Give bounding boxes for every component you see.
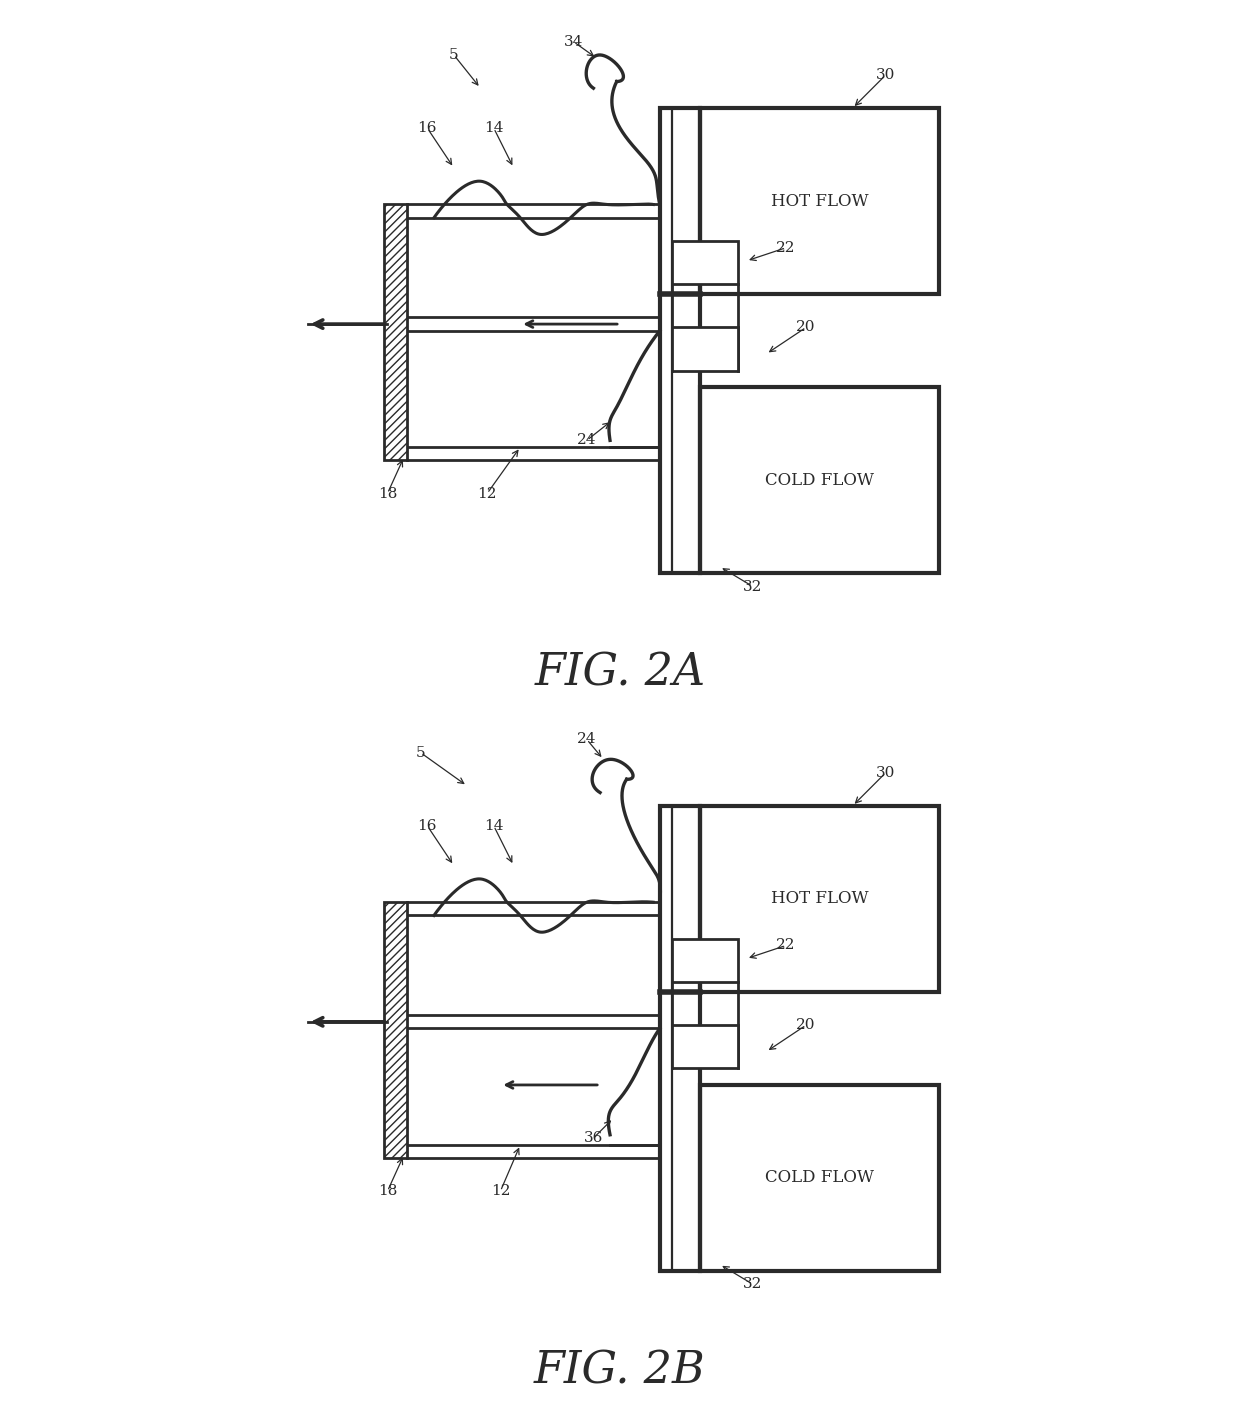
- Text: 22: 22: [776, 938, 796, 952]
- Text: 12: 12: [477, 487, 497, 501]
- Text: 5: 5: [415, 746, 425, 759]
- Text: COLD FLOW: COLD FLOW: [765, 1169, 874, 1186]
- Text: 24: 24: [577, 433, 596, 447]
- Text: 16: 16: [418, 121, 436, 135]
- Bar: [672, 241, 738, 284]
- Text: 34: 34: [564, 34, 583, 48]
- Text: HOT FLOW: HOT FLOW: [770, 890, 868, 907]
- Text: 36: 36: [584, 1131, 603, 1145]
- Bar: [672, 939, 738, 982]
- Text: HOT FLOW: HOT FLOW: [770, 193, 868, 210]
- Bar: [384, 204, 408, 460]
- Bar: [672, 328, 738, 370]
- Text: 20: 20: [796, 1019, 816, 1032]
- Bar: [699, 387, 939, 573]
- Text: 16: 16: [418, 819, 436, 833]
- Text: 24: 24: [577, 732, 596, 746]
- Text: COLD FLOW: COLD FLOW: [765, 471, 874, 488]
- Text: FIG. 2B: FIG. 2B: [534, 1349, 706, 1392]
- Text: 14: 14: [484, 121, 503, 135]
- Bar: [660, 108, 699, 573]
- Text: 5: 5: [449, 48, 459, 62]
- Bar: [699, 1086, 939, 1271]
- Text: 22: 22: [776, 241, 796, 254]
- Text: 30: 30: [877, 766, 895, 779]
- Text: 32: 32: [743, 1277, 763, 1291]
- Bar: [384, 902, 408, 1158]
- Text: 32: 32: [743, 579, 763, 593]
- Text: 14: 14: [484, 819, 503, 833]
- Bar: [660, 806, 699, 1271]
- Text: 20: 20: [796, 321, 816, 335]
- Text: 30: 30: [877, 68, 895, 82]
- Text: 12: 12: [491, 1185, 510, 1198]
- Text: FIG. 2A: FIG. 2A: [534, 651, 706, 694]
- Text: 18: 18: [378, 487, 397, 501]
- Bar: [672, 1025, 738, 1069]
- Bar: [699, 108, 939, 294]
- Bar: [699, 806, 939, 992]
- Text: 18: 18: [378, 1185, 397, 1198]
